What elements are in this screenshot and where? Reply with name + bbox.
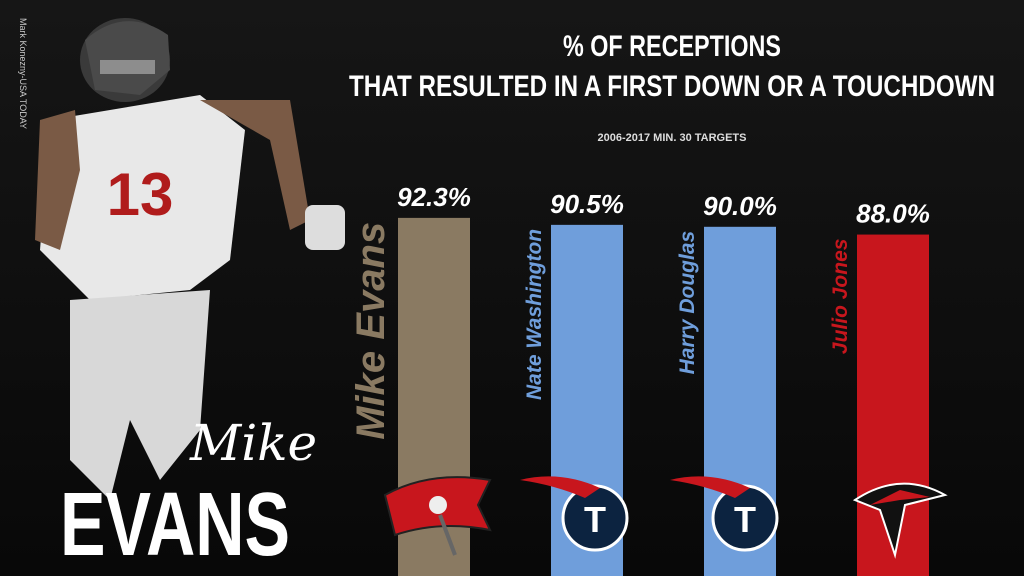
- svg-text:T: T: [734, 499, 756, 540]
- player-photo: 13: [35, 18, 345, 500]
- value-label: 88.0%: [856, 199, 930, 229]
- photo-credit: Mark Konezny-USA TODAY: [18, 18, 28, 129]
- category-label: Mike Evans: [349, 222, 393, 440]
- value-label: 90.0%: [703, 191, 777, 221]
- chart-title: THAT RESULTED IN A FIRST DOWN OR A TOUCH…: [349, 70, 995, 103]
- category-label: Harry Douglas: [676, 231, 699, 375]
- falcons-logo: [852, 482, 948, 559]
- bucs-logo: [383, 476, 492, 556]
- titans-logo: T: [520, 476, 629, 552]
- last-name: EVANS: [60, 475, 290, 575]
- titans-logo: T: [670, 476, 779, 552]
- first-name: Mike: [189, 414, 317, 472]
- value-label: 90.5%: [550, 189, 624, 219]
- chart-title: % OF RECEPTIONS: [563, 30, 781, 63]
- svg-text:T: T: [584, 499, 606, 540]
- value-label: 92.3%: [397, 182, 471, 212]
- svg-text:13: 13: [107, 161, 174, 228]
- subtitle: 2006-2017 MIN. 30 TARGETS: [598, 132, 747, 144]
- category-label: Julio Jones: [829, 239, 852, 355]
- category-label: Nate Washington: [523, 229, 546, 400]
